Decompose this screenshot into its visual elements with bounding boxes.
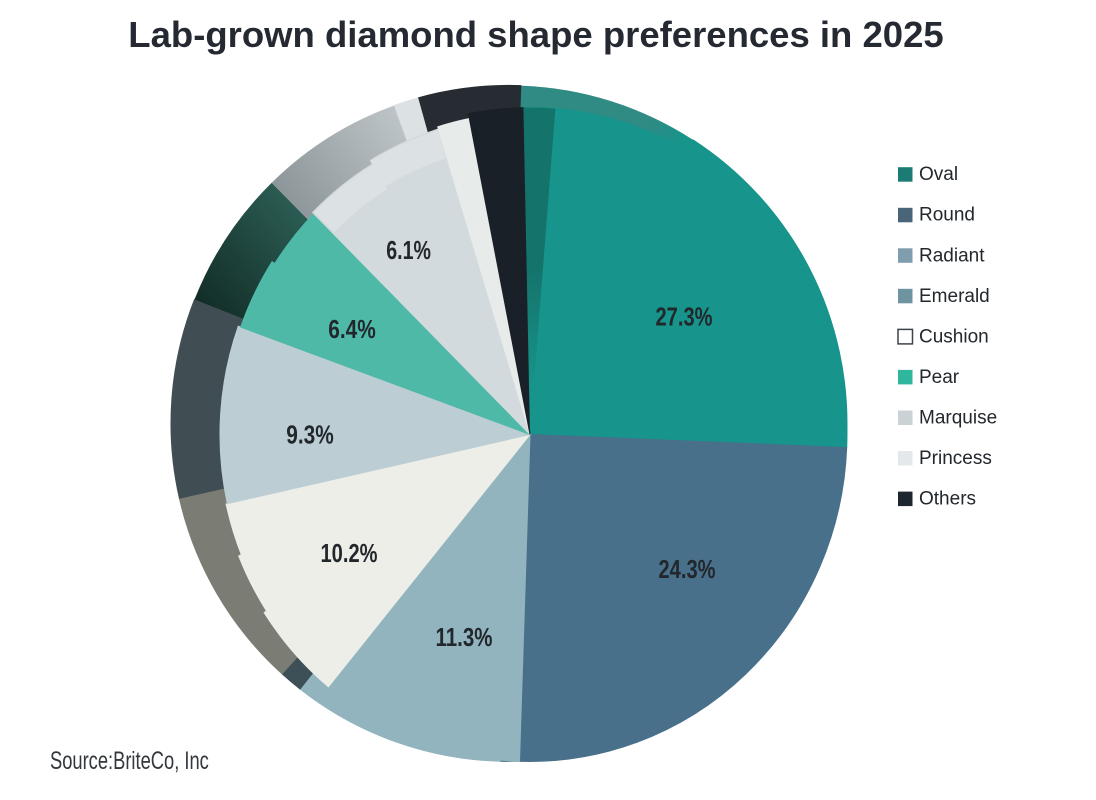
svg-text:Pear: Pear <box>919 367 960 388</box>
svg-text:Radiant: Radiant <box>919 245 985 266</box>
svg-text:Marquise: Marquise <box>919 408 997 429</box>
svg-text:11.3%: 11.3% <box>436 622 493 652</box>
svg-text:Emerald: Emerald <box>919 286 990 307</box>
svg-text:24.3%: 24.3% <box>659 554 716 584</box>
svg-text:9.3%: 9.3% <box>286 419 334 449</box>
svg-text:Lab-grown diamond shape prefer: Lab-grown diamond shape preferences in 2… <box>128 14 943 55</box>
svg-text:Princess: Princess <box>919 448 992 469</box>
svg-text:Others: Others <box>919 489 976 510</box>
svg-text:10.2%: 10.2% <box>321 538 378 568</box>
svg-text:6.1%: 6.1% <box>386 235 431 265</box>
svg-text:6.4%: 6.4% <box>328 314 376 344</box>
svg-text:Source:BriteCo, Inc: Source:BriteCo, Inc <box>50 747 209 775</box>
svg-text:Round: Round <box>919 205 975 226</box>
svg-text:Cushion: Cushion <box>919 326 989 347</box>
svg-text:27.3%: 27.3% <box>656 302 713 332</box>
svg-text:Oval: Oval <box>919 164 958 185</box>
